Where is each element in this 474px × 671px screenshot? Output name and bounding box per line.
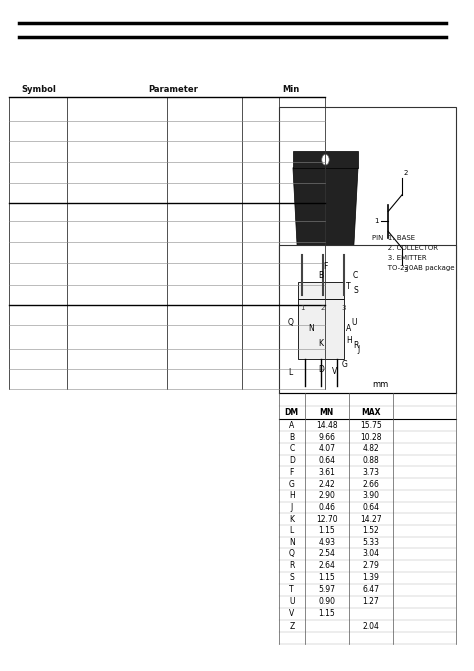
Text: R: R bbox=[353, 341, 358, 350]
Text: Q: Q bbox=[288, 317, 293, 327]
Text: V: V bbox=[332, 366, 337, 376]
Text: 2.90: 2.90 bbox=[318, 491, 335, 501]
Text: F: F bbox=[323, 262, 328, 271]
Text: 2.04: 2.04 bbox=[363, 621, 379, 631]
Text: F: F bbox=[290, 468, 294, 477]
Text: 0.64: 0.64 bbox=[362, 503, 379, 512]
Text: 3: 3 bbox=[342, 305, 346, 311]
Text: A: A bbox=[289, 421, 294, 430]
Text: C: C bbox=[353, 270, 358, 280]
Text: 2.42: 2.42 bbox=[318, 480, 335, 488]
Text: 3.04: 3.04 bbox=[362, 550, 379, 558]
Text: D: D bbox=[318, 364, 324, 374]
Text: 3.73: 3.73 bbox=[362, 468, 379, 477]
Text: T: T bbox=[346, 282, 351, 291]
Text: T: T bbox=[290, 585, 294, 595]
Bar bbox=[279, 107, 456, 289]
Text: 0.90: 0.90 bbox=[318, 597, 335, 607]
Bar bbox=[293, 151, 358, 168]
Text: TO-220AB package: TO-220AB package bbox=[372, 266, 455, 271]
Text: H: H bbox=[289, 491, 295, 501]
Text: U: U bbox=[289, 597, 294, 607]
Text: 3. EMITTER: 3. EMITTER bbox=[372, 256, 427, 261]
Text: 1.52: 1.52 bbox=[363, 526, 379, 535]
Text: B: B bbox=[289, 433, 294, 442]
Text: L: L bbox=[290, 526, 294, 535]
Text: 14.48: 14.48 bbox=[316, 421, 337, 430]
Text: MAX: MAX bbox=[361, 408, 381, 417]
Text: DM: DM bbox=[285, 408, 299, 417]
Text: 0.88: 0.88 bbox=[363, 456, 379, 465]
Text: V: V bbox=[289, 609, 294, 619]
Text: U: U bbox=[352, 318, 357, 327]
Bar bbox=[279, 245, 456, 393]
Text: D: D bbox=[289, 456, 295, 465]
Text: 2.64: 2.64 bbox=[318, 561, 335, 570]
Text: G: G bbox=[341, 360, 347, 369]
Text: G: G bbox=[289, 480, 295, 488]
Text: 9.66: 9.66 bbox=[318, 433, 335, 442]
Text: K: K bbox=[319, 340, 323, 348]
Text: 1.15: 1.15 bbox=[318, 526, 335, 535]
Text: 3.61: 3.61 bbox=[318, 468, 335, 477]
Text: 3.90: 3.90 bbox=[362, 491, 379, 501]
Text: 0.64: 0.64 bbox=[318, 456, 335, 465]
Text: J: J bbox=[357, 346, 359, 354]
Text: 2.54: 2.54 bbox=[318, 550, 335, 558]
Bar bbox=[298, 299, 344, 359]
Text: 4.93: 4.93 bbox=[318, 538, 335, 547]
Text: 2: 2 bbox=[321, 305, 325, 311]
Text: Parameter: Parameter bbox=[148, 85, 198, 94]
Text: 1.15: 1.15 bbox=[318, 573, 335, 582]
Text: L: L bbox=[289, 368, 293, 377]
Circle shape bbox=[322, 154, 329, 165]
Text: mm: mm bbox=[372, 380, 388, 389]
Polygon shape bbox=[293, 168, 358, 255]
Text: N: N bbox=[309, 324, 314, 333]
Text: 0.46: 0.46 bbox=[318, 503, 335, 512]
Text: 15.75: 15.75 bbox=[360, 421, 382, 430]
Text: 3: 3 bbox=[403, 267, 408, 273]
Text: Symbol: Symbol bbox=[21, 85, 56, 94]
Text: S: S bbox=[353, 286, 358, 295]
Text: N: N bbox=[289, 538, 295, 547]
Text: 1.27: 1.27 bbox=[363, 597, 379, 607]
Text: 2.66: 2.66 bbox=[363, 480, 379, 488]
Text: MN: MN bbox=[319, 408, 334, 417]
Text: 6.47: 6.47 bbox=[362, 585, 379, 595]
Text: 4.07: 4.07 bbox=[318, 444, 335, 454]
Text: A: A bbox=[346, 324, 351, 333]
Text: 5.97: 5.97 bbox=[318, 585, 335, 595]
Text: 1: 1 bbox=[374, 218, 379, 223]
Text: PIN  1. BASE: PIN 1. BASE bbox=[372, 236, 415, 241]
Text: Z: Z bbox=[289, 621, 294, 631]
Text: 10.28: 10.28 bbox=[360, 433, 382, 442]
Text: S: S bbox=[290, 573, 294, 582]
Text: 1.15: 1.15 bbox=[318, 609, 335, 619]
Bar bbox=[298, 282, 344, 299]
Text: 12.70: 12.70 bbox=[316, 515, 337, 523]
Text: R: R bbox=[289, 561, 294, 570]
Text: Q: Q bbox=[289, 550, 295, 558]
Text: 4.82: 4.82 bbox=[363, 444, 379, 454]
Text: B: B bbox=[318, 270, 323, 280]
Text: K: K bbox=[289, 515, 294, 523]
Text: Min: Min bbox=[282, 85, 299, 94]
Text: 1.39: 1.39 bbox=[363, 573, 379, 582]
Text: J: J bbox=[291, 503, 293, 512]
Text: 14.27: 14.27 bbox=[360, 515, 382, 523]
Text: 2.79: 2.79 bbox=[363, 561, 379, 570]
Text: 5.33: 5.33 bbox=[362, 538, 379, 547]
Text: 2. COLLECTOR: 2. COLLECTOR bbox=[372, 246, 438, 251]
Text: 1: 1 bbox=[300, 305, 304, 311]
Text: C: C bbox=[289, 444, 294, 454]
Text: H: H bbox=[346, 336, 352, 346]
Text: 2: 2 bbox=[403, 170, 408, 176]
